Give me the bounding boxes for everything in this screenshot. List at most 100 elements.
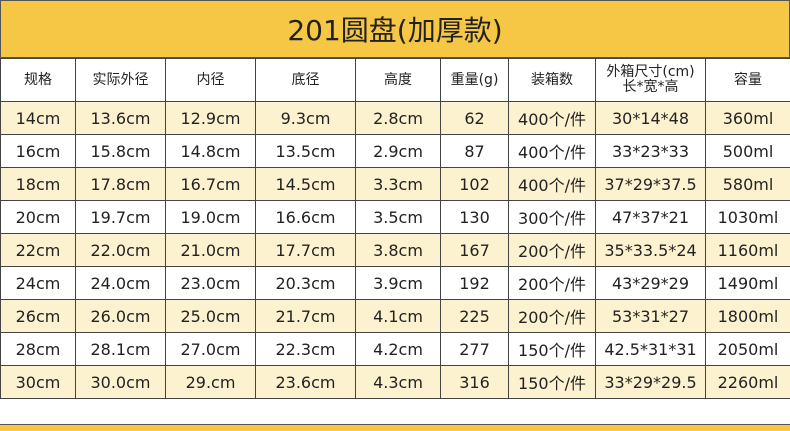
table-cell: 15.8cm xyxy=(76,135,166,168)
table-cell: 4.1cm xyxy=(356,300,441,333)
table-cell: 37*29*37.5 xyxy=(596,168,706,201)
table-cell: 150个/件 xyxy=(509,333,596,366)
table-cell: 22cm xyxy=(1,234,76,267)
table-cell: 33*29*29.5 xyxy=(596,366,706,399)
table-cell: 400个/件 xyxy=(509,135,596,168)
table-cell: 13.5cm xyxy=(256,135,356,168)
table-cell: 130 xyxy=(441,201,509,234)
table-cell: 20.3cm xyxy=(256,267,356,300)
table-cell: 360ml xyxy=(706,102,790,135)
table-cell: 1490ml xyxy=(706,267,790,300)
table-cell: 3.8cm xyxy=(356,234,441,267)
table-cell: 1160ml xyxy=(706,234,790,267)
table-cell: 400个/件 xyxy=(509,168,596,201)
table-cell: 28.1cm xyxy=(76,333,166,366)
table-cell: 4.2cm xyxy=(356,333,441,366)
table-cell: 2.8cm xyxy=(356,102,441,135)
table-cell: 42.5*31*31 xyxy=(596,333,706,366)
title: 201圆盘(加厚款) xyxy=(0,0,790,58)
table-cell: 28cm xyxy=(1,333,76,366)
table-cell: 21.7cm xyxy=(256,300,356,333)
table-cell: 30.0cm xyxy=(76,366,166,399)
header-cell: 容量 xyxy=(706,59,790,102)
table-cell: 200个/件 xyxy=(509,300,596,333)
table-cell: 20cm xyxy=(1,201,76,234)
table-cell: 30*14*48 xyxy=(596,102,706,135)
table-cell: 23.0cm xyxy=(166,267,256,300)
table-cell: 19.0cm xyxy=(166,201,256,234)
table-cell: 167 xyxy=(441,234,509,267)
table-cell: 1800ml xyxy=(706,300,790,333)
table-cell: 16.7cm xyxy=(166,168,256,201)
table-cell: 35*33.5*24 xyxy=(596,234,706,267)
table-cell: 43*29*29 xyxy=(596,267,706,300)
header-cell: 重量(g) xyxy=(441,59,509,102)
table-cell: 17.7cm xyxy=(256,234,356,267)
table-cell: 9.3cm xyxy=(256,102,356,135)
table-cell: 200个/件 xyxy=(509,234,596,267)
table-cell: 13.6cm xyxy=(76,102,166,135)
table-cell: 14.8cm xyxy=(166,135,256,168)
table-cell: 200个/件 xyxy=(509,267,596,300)
table-cell: 87 xyxy=(441,135,509,168)
table-cell: 300个/件 xyxy=(509,201,596,234)
table-cell: 2050ml xyxy=(706,333,790,366)
table-cell: 33*23*33 xyxy=(596,135,706,168)
header-cell: 高度 xyxy=(356,59,441,102)
table-cell: 3.5cm xyxy=(356,201,441,234)
table-cell: 3.9cm xyxy=(356,267,441,300)
table-cell: 26cm xyxy=(1,300,76,333)
header-cell: 内径 xyxy=(166,59,256,102)
table-cell: 500ml xyxy=(706,135,790,168)
table-cell: 17.8cm xyxy=(76,168,166,201)
table-cell: 22.0cm xyxy=(76,234,166,267)
table-cell: 24.0cm xyxy=(76,267,166,300)
table-cell: 150个/件 xyxy=(509,366,596,399)
table-cell: 225 xyxy=(441,300,509,333)
header-cell: 外箱尺寸(cm) 长*宽*高 xyxy=(596,59,706,102)
table-cell: 192 xyxy=(441,267,509,300)
table-cell: 316 xyxy=(441,366,509,399)
table-cell: 400个/件 xyxy=(509,102,596,135)
table-cell: 277 xyxy=(441,333,509,366)
table-cell: 24cm xyxy=(1,267,76,300)
header-cell: 规格 xyxy=(1,59,76,102)
table-cell: 30cm xyxy=(1,366,76,399)
header-row: 规格实际外径内径底径高度重量(g)装箱数外箱尺寸(cm) 长*宽*高容量 xyxy=(1,59,790,102)
table-cell: 47*37*21 xyxy=(596,201,706,234)
table-cell: 22.3cm xyxy=(256,333,356,366)
table-cell: 16.6cm xyxy=(256,201,356,234)
table-cell: 2260ml xyxy=(706,366,790,399)
table-cell: 18cm xyxy=(1,168,76,201)
table-cell: 14cm xyxy=(1,102,76,135)
table-cell: 3.3cm xyxy=(356,168,441,201)
table-cell: 4.3cm xyxy=(356,366,441,399)
table-cell: 26.0cm xyxy=(76,300,166,333)
table-cell: 580ml xyxy=(706,168,790,201)
table-cell: 23.6cm xyxy=(256,366,356,399)
table-cell: 27.0cm xyxy=(166,333,256,366)
table-cell: 16cm xyxy=(1,135,76,168)
header-cell: 实际外径 xyxy=(76,59,166,102)
table-cell: 62 xyxy=(441,102,509,135)
table-cell: 19.7cm xyxy=(76,201,166,234)
header-cell: 底径 xyxy=(256,59,356,102)
table-cell: 14.5cm xyxy=(256,168,356,201)
table-cell: 29.cm xyxy=(166,366,256,399)
table-cell: 21.0cm xyxy=(166,234,256,267)
table-cell: 25.0cm xyxy=(166,300,256,333)
table-cell: 12.9cm xyxy=(166,102,256,135)
table-cell: 1030ml xyxy=(706,201,790,234)
